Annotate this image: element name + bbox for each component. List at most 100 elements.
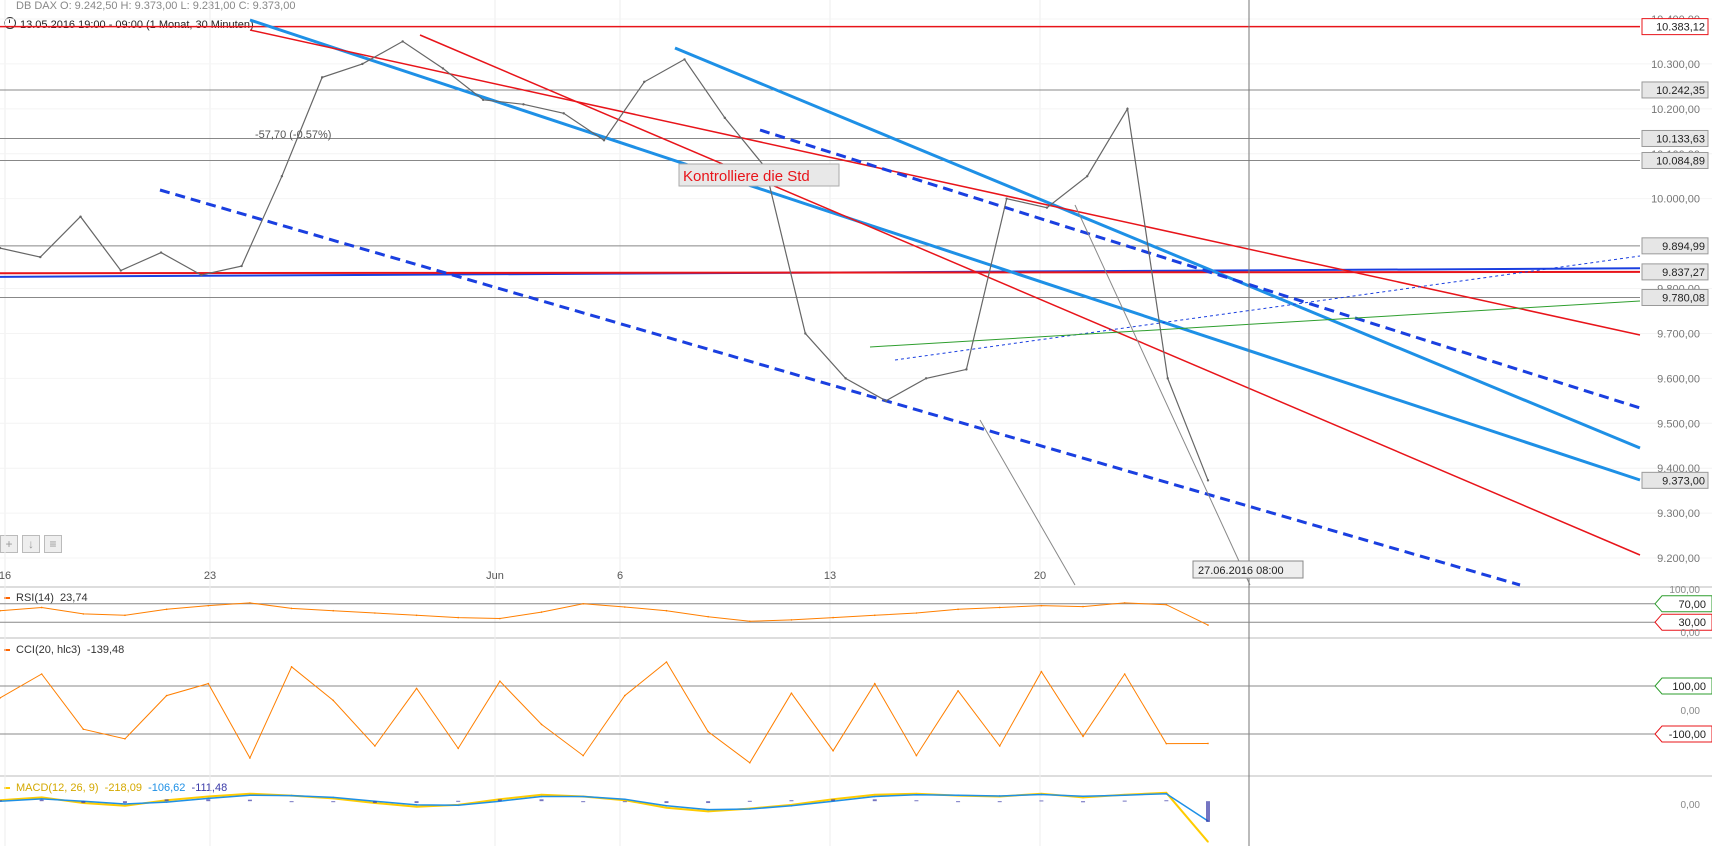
rsi-line-point <box>915 612 918 614</box>
cci-line-point <box>415 687 418 690</box>
price-point <box>965 368 968 371</box>
price-label: 9.780,08 <box>1662 293 1705 305</box>
cci-line-point <box>957 690 959 692</box>
macd-hist-bar <box>0 800 2 802</box>
price-point <box>643 80 646 84</box>
rsi-line-point <box>957 608 959 611</box>
macd-line-point <box>873 793 876 796</box>
signal-line-point <box>1165 792 1168 795</box>
cci-line-point <box>499 680 501 682</box>
macd-hist-bar <box>956 801 961 803</box>
rsi-line-point <box>540 611 543 613</box>
macd-line-point <box>1207 840 1209 843</box>
macd-line-point <box>540 793 543 796</box>
timeframe-text: 13.05.2016 19:00 - 09:00 (1 Monat, 30 Mi… <box>20 19 254 31</box>
y-tick-label: 9.200,00 <box>1657 553 1700 565</box>
macd-hist-bar <box>539 799 544 802</box>
price-point <box>884 399 888 403</box>
price-label-box <box>1641 237 1709 255</box>
cci-bullet-icon <box>4 649 10 652</box>
crosshair-time-box <box>1192 560 1304 579</box>
price-point <box>200 273 203 277</box>
cci-level-100-box <box>1654 677 1712 695</box>
macd-hist-bar <box>289 801 294 803</box>
signal-line-point <box>873 795 876 798</box>
rsi-line-point <box>707 615 709 618</box>
y-tick-label: 9.300,00 <box>1657 508 1700 520</box>
rsi-line-point <box>748 620 751 623</box>
macd-line-point <box>124 805 126 807</box>
price-label: 10.084,89 <box>1656 155 1705 167</box>
price-point <box>240 264 243 268</box>
macd-hist-bar <box>997 801 1002 803</box>
price-point <box>683 58 686 61</box>
menu-icon[interactable]: ≡ <box>44 535 62 553</box>
crosshair-time-label: 27.06.2016 08:00 <box>1198 565 1284 577</box>
macd-line-point <box>665 806 668 809</box>
rsi-line-point <box>873 614 876 617</box>
cci-line-point <box>707 730 709 733</box>
macd-hist-bar <box>164 799 169 802</box>
trendline-gray <box>1074 204 1251 586</box>
macd-hist-bar <box>372 801 377 804</box>
price-point <box>1206 479 1210 482</box>
price-point <box>39 255 42 259</box>
macd-hist-bar <box>1122 800 1127 802</box>
price-label: 9.894,99 <box>1662 241 1705 253</box>
signal-line-point <box>1040 793 1043 796</box>
price-label-box <box>1641 263 1709 281</box>
cci-line-point <box>249 757 251 759</box>
cci-line-point <box>665 661 668 663</box>
cci-level-100-label: 100,00 <box>1672 681 1706 693</box>
trendline-gray <box>979 419 1076 586</box>
price-point <box>924 377 928 380</box>
x-tick-label: 13 <box>824 570 836 582</box>
download-icon[interactable]: ↓ <box>22 535 40 553</box>
price-point <box>1126 107 1129 111</box>
cci-line-point <box>457 747 460 750</box>
trendline-light-blue <box>249 18 1641 482</box>
price-label: 9.373,00 <box>1662 475 1705 487</box>
macd-hist-bar <box>664 801 669 804</box>
macd-hist-bar <box>831 799 836 802</box>
signal-line-point <box>582 795 584 798</box>
cci-title: CCI(20, hlc3) <box>16 644 81 656</box>
signal-line <box>0 792 1209 822</box>
trendline-red <box>249 29 1641 336</box>
macd-title: MACD(12, 26, 9) <box>16 782 99 794</box>
signal-line-point <box>540 795 543 798</box>
x-tick-label: 6 <box>617 570 623 582</box>
x-tick-label: Jun <box>486 570 504 582</box>
cci-line-point <box>915 754 918 757</box>
macd-hist-bar <box>622 801 627 803</box>
rsi-y-tick: 100,00 <box>1669 585 1700 596</box>
rsi-y-tick: 0,00 <box>1681 628 1701 639</box>
cci-line <box>0 661 1209 764</box>
rsi-line-point <box>82 613 85 615</box>
cci-label[interactable]: CCI(20, hlc3) -139,48 <box>4 644 124 656</box>
rsi-value: 23,74 <box>60 592 88 604</box>
price-label: 10.133,63 <box>1656 133 1705 145</box>
cci-line-point <box>1207 742 1209 745</box>
price-label-box <box>1641 151 1709 169</box>
rsi-line-point <box>40 606 43 609</box>
price-point <box>320 76 324 79</box>
macd-label[interactable]: MACD(12, 26, 9) -218,09 -106,62 -111,48 <box>4 782 227 794</box>
rsi-label[interactable]: RSI(14) 23,74 <box>4 592 88 604</box>
signal-line-point <box>124 803 126 805</box>
rsi-line-point <box>832 616 834 619</box>
cci-line-point <box>582 754 584 757</box>
rsi-line-point <box>1123 602 1126 604</box>
cci-level-minus100-label: -100,00 <box>1669 729 1706 741</box>
cci-line-point <box>374 745 376 747</box>
cci-line-point <box>165 694 168 697</box>
price-point <box>522 103 525 106</box>
price-label: 10.383,12 <box>1656 22 1705 34</box>
macd-bullet-icon <box>4 787 10 790</box>
price-point <box>844 377 847 380</box>
x-tick-label: 20 <box>1034 570 1046 582</box>
cci-line-point <box>82 728 85 730</box>
macd-hist-bar <box>1206 801 1210 822</box>
rsi-line-point <box>1082 605 1084 608</box>
